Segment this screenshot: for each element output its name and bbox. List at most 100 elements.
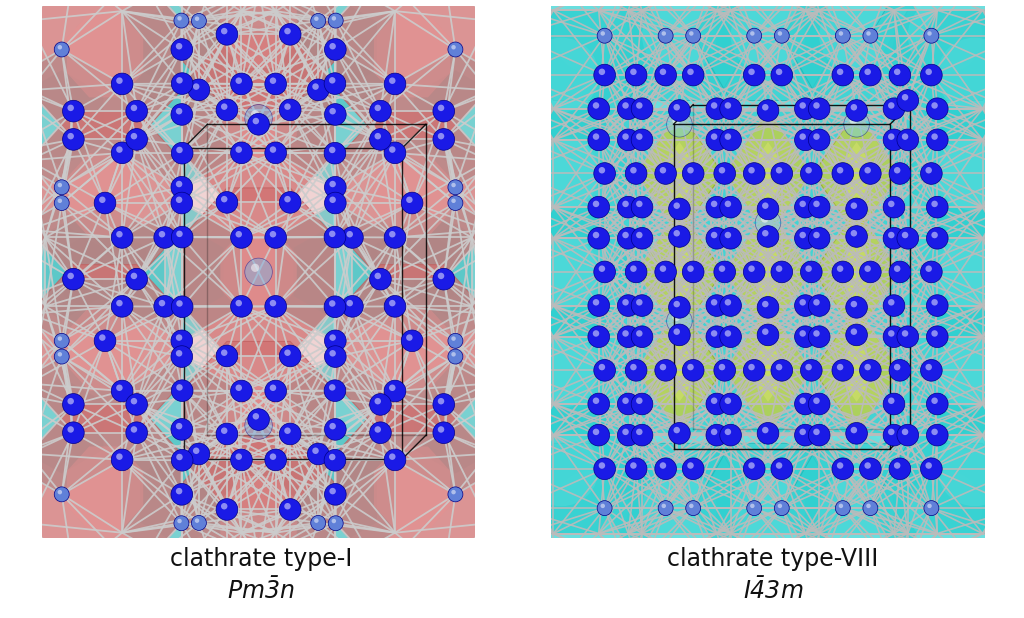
Circle shape: [762, 230, 769, 237]
Circle shape: [636, 330, 643, 337]
Circle shape: [706, 129, 728, 151]
Circle shape: [599, 265, 605, 272]
Circle shape: [626, 360, 647, 381]
Circle shape: [725, 299, 731, 305]
Circle shape: [325, 418, 346, 440]
Circle shape: [883, 197, 905, 218]
Circle shape: [68, 273, 74, 279]
Circle shape: [866, 504, 870, 508]
Circle shape: [813, 429, 820, 435]
Circle shape: [623, 201, 629, 207]
Circle shape: [921, 64, 942, 86]
Polygon shape: [636, 209, 723, 335]
Circle shape: [221, 349, 227, 356]
Circle shape: [389, 300, 395, 307]
Circle shape: [883, 295, 905, 316]
Polygon shape: [781, 443, 932, 573]
Circle shape: [630, 265, 637, 272]
Circle shape: [593, 102, 599, 109]
Circle shape: [749, 265, 755, 272]
Circle shape: [859, 163, 882, 184]
Circle shape: [553, 38, 629, 112]
Circle shape: [864, 462, 870, 469]
Circle shape: [346, 231, 353, 237]
Circle shape: [937, 136, 1012, 211]
Circle shape: [937, 431, 1012, 506]
Circle shape: [776, 462, 782, 469]
Circle shape: [171, 73, 193, 95]
Circle shape: [285, 28, 291, 35]
Circle shape: [171, 330, 193, 352]
Circle shape: [62, 268, 84, 290]
Polygon shape: [414, 377, 498, 473]
Circle shape: [631, 326, 653, 347]
Circle shape: [307, 443, 329, 465]
Circle shape: [777, 32, 782, 36]
Circle shape: [894, 462, 900, 469]
Circle shape: [757, 99, 779, 121]
Circle shape: [762, 301, 769, 307]
Circle shape: [94, 330, 116, 352]
Circle shape: [813, 201, 820, 207]
Polygon shape: [813, 111, 900, 237]
Circle shape: [57, 336, 62, 341]
Polygon shape: [781, 404, 932, 533]
Circle shape: [808, 197, 830, 218]
Circle shape: [599, 69, 605, 75]
Polygon shape: [693, 404, 843, 533]
Circle shape: [682, 458, 705, 480]
Circle shape: [176, 423, 182, 430]
Circle shape: [131, 273, 137, 279]
Circle shape: [236, 146, 242, 153]
Circle shape: [932, 232, 938, 239]
Polygon shape: [199, 0, 318, 124]
Circle shape: [927, 393, 948, 415]
Circle shape: [928, 504, 932, 508]
Circle shape: [902, 429, 908, 435]
Polygon shape: [374, 446, 451, 530]
Circle shape: [805, 167, 812, 174]
Circle shape: [859, 64, 882, 86]
Circle shape: [171, 177, 193, 198]
Circle shape: [112, 73, 133, 95]
Polygon shape: [604, 207, 755, 337]
Circle shape: [819, 136, 894, 211]
Circle shape: [433, 129, 455, 150]
Circle shape: [626, 458, 647, 480]
Circle shape: [658, 28, 673, 43]
Circle shape: [864, 167, 870, 174]
Circle shape: [757, 423, 779, 444]
Circle shape: [706, 326, 728, 347]
Circle shape: [253, 118, 259, 124]
Circle shape: [116, 77, 123, 84]
Circle shape: [746, 28, 762, 43]
Circle shape: [808, 393, 830, 415]
Circle shape: [706, 227, 728, 249]
Circle shape: [593, 330, 599, 337]
Circle shape: [62, 394, 84, 415]
Circle shape: [623, 429, 629, 435]
Circle shape: [687, 364, 693, 370]
Polygon shape: [516, 0, 666, 101]
Polygon shape: [294, 450, 377, 546]
Circle shape: [689, 32, 693, 36]
Circle shape: [674, 301, 680, 307]
Circle shape: [588, 326, 609, 347]
Circle shape: [280, 423, 301, 445]
Polygon shape: [516, 305, 666, 435]
Circle shape: [706, 295, 728, 316]
Circle shape: [883, 129, 905, 151]
Polygon shape: [746, 339, 790, 402]
Circle shape: [774, 501, 790, 515]
Circle shape: [312, 447, 318, 454]
Circle shape: [269, 231, 276, 237]
Circle shape: [623, 232, 629, 239]
Circle shape: [384, 449, 406, 471]
Circle shape: [433, 422, 455, 444]
Circle shape: [230, 227, 252, 248]
Circle shape: [746, 501, 762, 515]
Polygon shape: [294, 377, 377, 473]
Polygon shape: [900, 109, 1024, 239]
Polygon shape: [374, 14, 451, 98]
Circle shape: [749, 69, 755, 75]
